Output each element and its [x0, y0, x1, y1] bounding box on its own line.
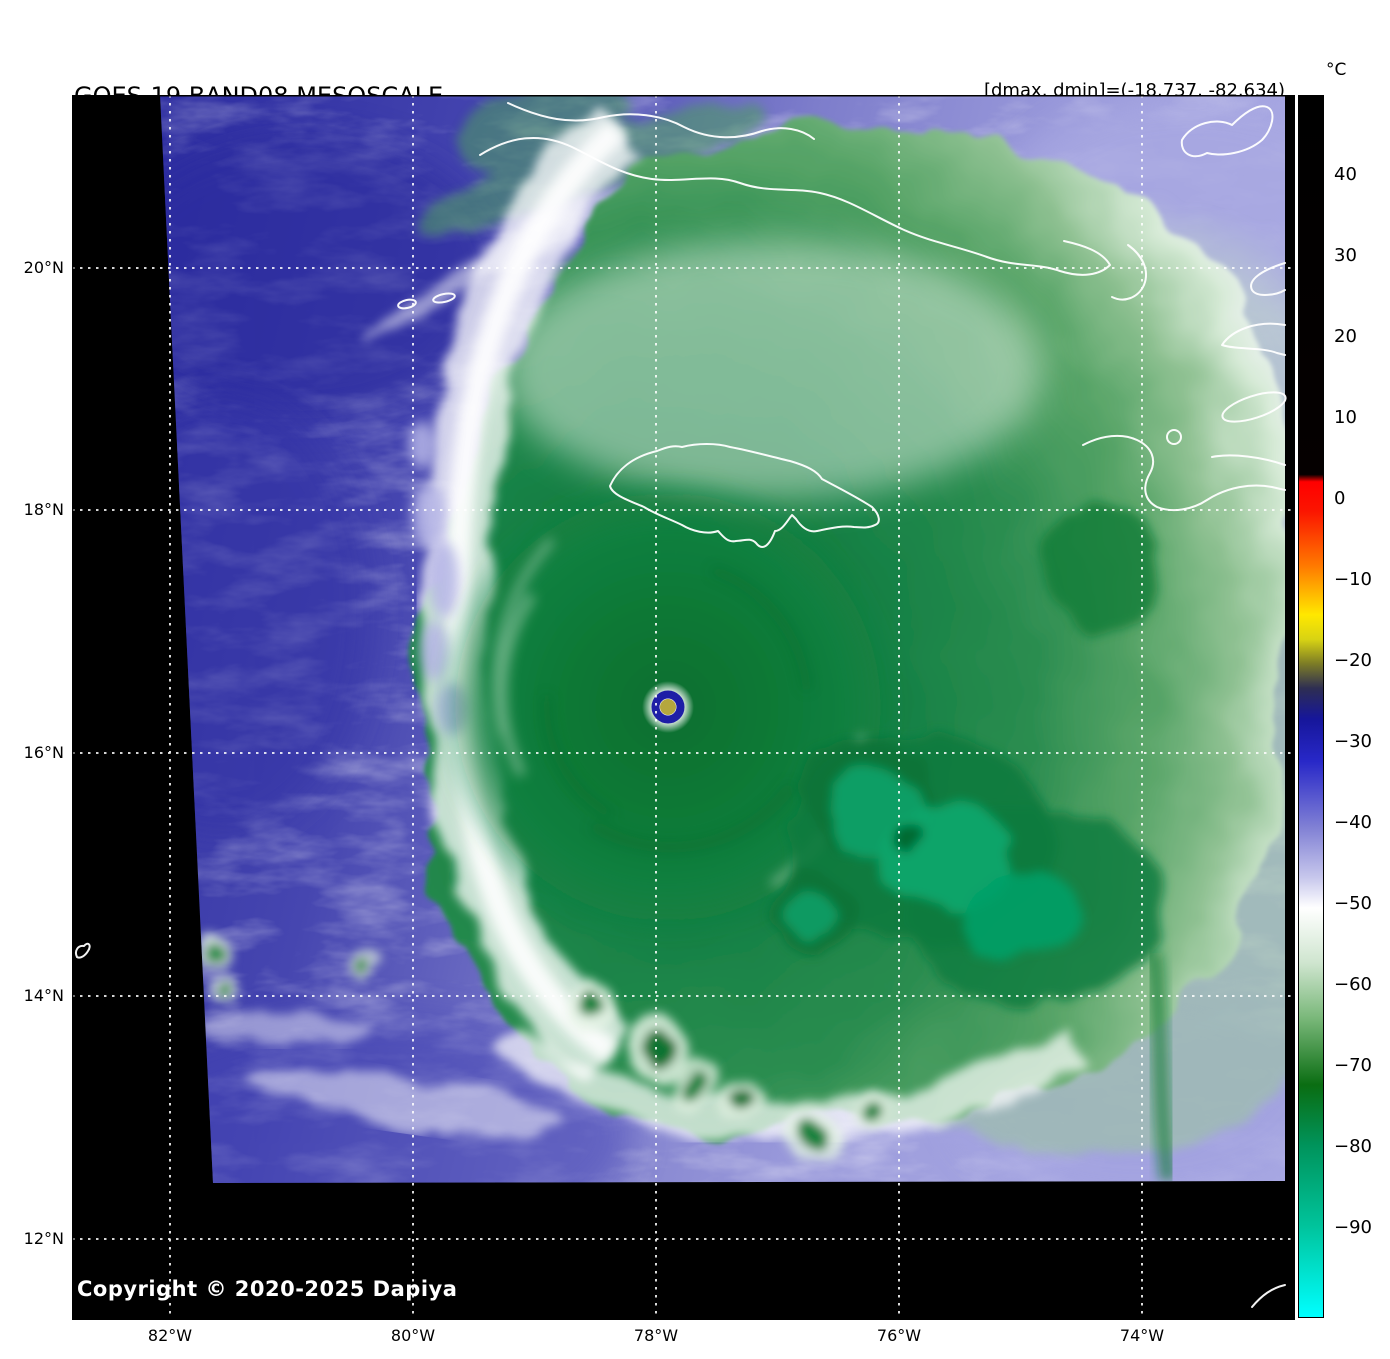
- colorbar-tick-label: −40: [1334, 812, 1372, 833]
- copyright-label: Copyright © 2020-2025 Dapiya: [77, 1277, 458, 1301]
- colorbar-tick-label: −30: [1334, 731, 1372, 752]
- lat-axis-label: 20°N: [23, 258, 64, 277]
- hispaniola-coastline: [1082, 262, 1287, 512]
- colorbar-tick-label: 0: [1334, 488, 1346, 509]
- lon-axis-label: 80°W: [390, 1326, 436, 1345]
- lat-axis-label: 16°N: [23, 743, 64, 762]
- cold-tops-teal: [792, 768, 1080, 958]
- colorbar: [1298, 95, 1324, 1318]
- lon-axis-label: 82°W: [147, 1326, 193, 1345]
- colorbar-tick-label: 20: [1334, 326, 1357, 347]
- great-inagua-coastline: [1180, 105, 1274, 158]
- outer-convective-cells: [194, 937, 892, 1163]
- cayman-islands-coastline: [397, 292, 456, 310]
- jamaica-coastline: [609, 443, 880, 548]
- colorbar-tick-label: −80: [1334, 1136, 1372, 1157]
- satellite-map: Copyright © 2020-2025 Dapiya: [72, 95, 1295, 1320]
- colombia-coastline: [1251, 1284, 1286, 1308]
- colorbar-unit-label: °C: [1326, 60, 1347, 80]
- lat-axis-label: 18°N: [23, 500, 64, 519]
- nicaragua-cays-coastline: [74, 942, 91, 959]
- colorbar-tick-label: −60: [1334, 974, 1372, 995]
- lon-axis-label: 76°W: [876, 1326, 922, 1345]
- colorbar-tick-label: −50: [1334, 893, 1372, 914]
- lon-axis-label: 74°W: [1119, 1326, 1165, 1345]
- hurricane-eye: [642, 681, 694, 733]
- colorbar-tick-label: −70: [1334, 1055, 1372, 1076]
- core-striations-dark: [542, 565, 812, 854]
- colorbar-tick-label: −20: [1334, 650, 1372, 671]
- satellite-imagery: [72, 95, 1295, 1320]
- colorbar-tick-label: 40: [1334, 164, 1357, 185]
- colorbar-tick-label: 30: [1334, 245, 1357, 266]
- cuba-coastline: [479, 102, 1147, 301]
- lon-axis-label: 78°W: [633, 1326, 679, 1345]
- lat-axis-label: 14°N: [23, 986, 64, 1005]
- lat-axis-label: 12°N: [23, 1229, 64, 1248]
- imagery-swath: [160, 95, 1285, 1183]
- colorbar-tick-label: −10: [1334, 569, 1372, 590]
- colorbar-tick-label: −90: [1334, 1217, 1372, 1238]
- colorbar-tick-label: 10: [1334, 407, 1357, 428]
